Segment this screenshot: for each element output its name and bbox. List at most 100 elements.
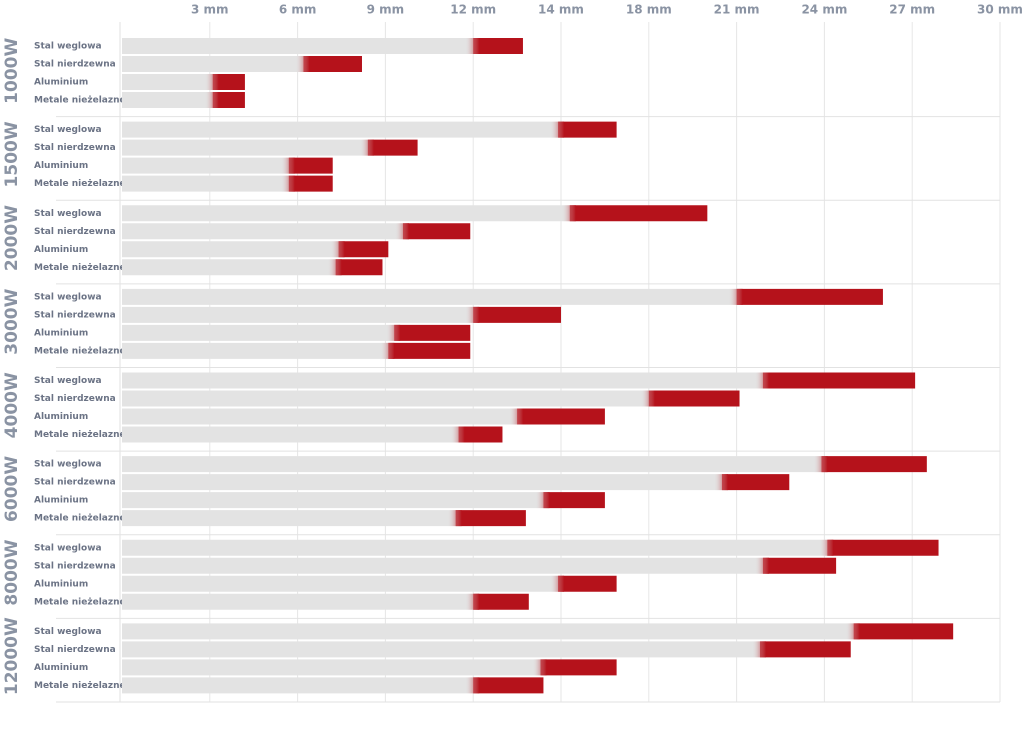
- base-bar: [122, 539, 828, 556]
- base-bar: [122, 74, 213, 90]
- base-bar: [122, 492, 544, 509]
- base-bar: [122, 324, 395, 341]
- fade: [819, 539, 834, 556]
- fade: [280, 175, 295, 192]
- cut-bar: [394, 324, 471, 341]
- base-bar: [122, 288, 737, 305]
- base-bar: [122, 205, 570, 222]
- material-label: Metale nieżelazne: [34, 346, 126, 356]
- material-label: Stal weglowa: [34, 376, 102, 386]
- base-bar: [122, 510, 456, 527]
- cut-bar: [212, 74, 245, 90]
- fade: [327, 259, 342, 276]
- fade: [465, 38, 480, 54]
- base-bar: [122, 426, 459, 443]
- group-label: 6000W: [2, 456, 22, 522]
- cut-bar: [388, 342, 471, 359]
- cut-bar: [212, 92, 245, 108]
- base-bar: [122, 474, 722, 491]
- cut-bar: [721, 474, 790, 491]
- fade: [359, 139, 374, 156]
- material-label: Stal weglowa: [34, 292, 102, 302]
- base-bar: [122, 342, 389, 359]
- material-label: Stal weglowa: [34, 543, 102, 553]
- group-label: 1500W: [2, 121, 22, 187]
- fade: [447, 510, 462, 527]
- fade: [813, 456, 828, 473]
- cut-bar: [367, 139, 418, 156]
- base-bar: [122, 56, 304, 72]
- x-tick-label: 27 mm: [889, 3, 935, 17]
- fade: [380, 342, 395, 359]
- group-label: 4000W: [2, 372, 22, 438]
- material-label: Aluminium: [34, 78, 88, 88]
- cut-bar: [288, 175, 333, 192]
- fade: [754, 372, 769, 389]
- fade: [535, 492, 550, 509]
- x-tick-label: 21 mm: [714, 3, 760, 17]
- group-label: 1000W: [2, 38, 22, 104]
- material-label: Aluminium: [34, 496, 88, 506]
- material-label: Stal nierdzewna: [34, 561, 116, 571]
- material-label: Stal weglowa: [34, 627, 102, 637]
- base-bar: [122, 241, 339, 258]
- material-label: Stal weglowa: [34, 42, 102, 52]
- fade: [640, 390, 655, 407]
- cut-bar: [821, 456, 927, 473]
- cut-bar: [760, 641, 851, 658]
- material-label: Stal nierdzewna: [34, 310, 116, 320]
- base-bar: [122, 408, 518, 425]
- fade: [465, 306, 480, 323]
- cut-bar: [473, 593, 529, 610]
- fade: [450, 426, 465, 443]
- base-bar: [122, 157, 289, 174]
- material-label: Stal weglowa: [34, 209, 102, 219]
- group-label: 12000W: [2, 617, 22, 695]
- material-label: Aluminium: [34, 579, 88, 589]
- cut-bar: [540, 659, 617, 676]
- fade: [550, 575, 565, 592]
- fade: [713, 474, 728, 491]
- cut-bar: [402, 223, 471, 240]
- x-tick-label: 6 mm: [279, 3, 317, 17]
- cut-bar: [303, 56, 362, 72]
- material-label: Stal nierdzewna: [34, 394, 116, 404]
- cut-bar: [335, 259, 383, 276]
- base-bar: [122, 390, 649, 407]
- base-bar: [122, 223, 403, 240]
- material-label: Metale nieżelazne: [34, 514, 126, 524]
- cut-bar: [458, 426, 503, 443]
- cut-bar: [455, 510, 526, 527]
- cut-bar: [827, 539, 939, 556]
- base-bar: [122, 139, 368, 156]
- cut-bar: [543, 492, 605, 509]
- x-tick-label: 30 mm: [977, 3, 1023, 17]
- x-tick-label: 14 mm: [538, 3, 584, 17]
- fade: [509, 408, 524, 425]
- fade: [204, 74, 219, 90]
- fade: [465, 593, 480, 610]
- group-label: 8000W: [2, 539, 22, 605]
- material-label: Metale nieżelazne: [34, 681, 126, 691]
- fade: [532, 659, 547, 676]
- material-label: Metale nieżelazne: [34, 597, 126, 607]
- cut-bar: [288, 157, 333, 174]
- base-bar: [122, 623, 854, 640]
- material-label: Stal weglowa: [34, 460, 102, 470]
- fade: [330, 241, 345, 258]
- base-bar: [122, 593, 474, 610]
- fade: [728, 288, 743, 305]
- material-label: Aluminium: [34, 412, 88, 422]
- cut-bar: [853, 623, 954, 640]
- x-tick-label: 18 mm: [626, 3, 672, 17]
- base-bar: [122, 659, 541, 676]
- base-bar: [122, 677, 474, 694]
- cut-bar: [338, 241, 389, 258]
- group-label: 2000W: [2, 205, 22, 271]
- material-label: Stal nierdzewna: [34, 645, 116, 655]
- base-bar: [122, 372, 763, 389]
- material-label: Stal nierdzewna: [34, 60, 116, 70]
- cut-bar: [762, 557, 837, 574]
- cut-bar: [473, 38, 523, 54]
- fade: [845, 623, 860, 640]
